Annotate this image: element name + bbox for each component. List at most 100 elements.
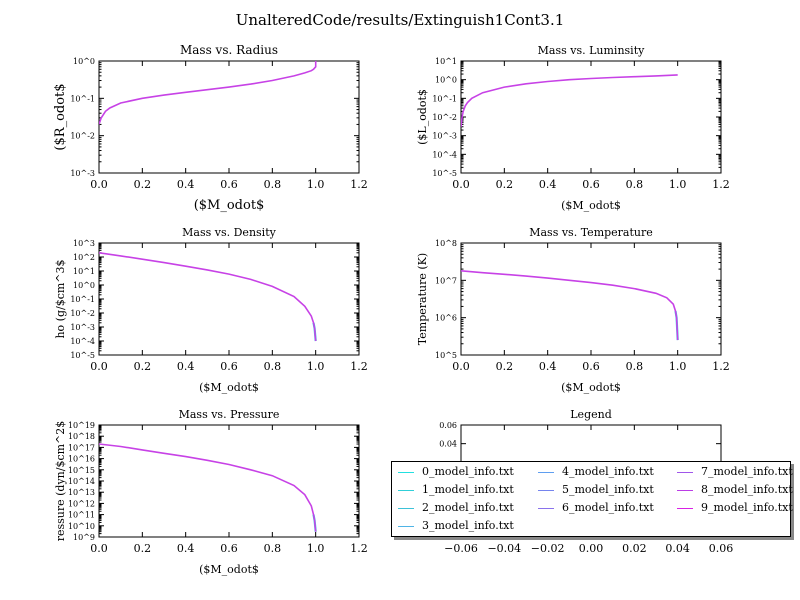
legend-label: 9_model_info.txt: [701, 501, 793, 514]
x-tick-label: 0.2: [134, 360, 152, 373]
y-tick-label: 10^0: [73, 57, 95, 66]
legend-swatch: [398, 525, 414, 527]
x-tick-label: 0.4: [177, 178, 195, 191]
subplot-title: Mass vs. Density: [182, 226, 276, 239]
x-tick-label: 0.04: [665, 542, 690, 555]
series-line: [99, 61, 317, 125]
y-tick-label: 10^-4: [70, 337, 95, 346]
legend-swatch: [398, 471, 414, 473]
legend: 0_model_info.txt 1_model_info.txt 2_mode…: [391, 461, 793, 537]
y-tick-label: 10^10: [68, 522, 95, 531]
x-tick-label: 0.2: [496, 178, 514, 191]
y-tick-label: 10^0: [435, 76, 457, 85]
y-tick-label: 10^-2: [432, 113, 457, 122]
x-tick-label: −0.02: [531, 542, 565, 555]
x-axis-label: ($M_odot$: [199, 381, 259, 394]
subplot-1: Mass vs. Radius 0.0 0.2 0.4 0.6 0.8 1.0 1.2 10^-…: [53, 43, 368, 213]
legend-swatch: [677, 489, 693, 491]
x-tick-label: 0.00: [579, 542, 604, 555]
series-line: [461, 270, 679, 341]
x-tick-label: 0.6: [220, 542, 238, 555]
legend-swatch: [538, 489, 554, 491]
legend-entry: 1_model_info.txt: [392, 481, 514, 499]
x-axis-label: ($M_odot$: [199, 563, 259, 576]
x-tick-label: 1.0: [307, 360, 325, 373]
subplot-title: Mass vs. Luminsity: [538, 44, 645, 57]
x-tick-label: 1.0: [307, 178, 325, 191]
y-tick-label: 10^15: [68, 466, 95, 475]
x-axis-label: ($M_odot$: [561, 199, 621, 212]
series-line: [461, 74, 678, 127]
y-tick-label: 10^16: [68, 455, 95, 464]
legend-swatch: [398, 489, 414, 491]
legend-entry: 3_model_info.txt: [392, 517, 514, 535]
legend-label: 4_model_info.txt: [562, 465, 654, 478]
x-tick-label: 1.0: [669, 360, 687, 373]
x-tick-label: 0.8: [264, 360, 282, 373]
legend-swatch: [538, 471, 554, 473]
legend-swatch: [538, 507, 554, 509]
legend-entry: 2_model_info.txt: [392, 499, 514, 517]
y-tick-label: 10^13: [68, 488, 95, 497]
y-tick-label: 0.04: [439, 440, 457, 449]
x-tick-label: 0.8: [264, 542, 282, 555]
y-tick-label: 10^6: [435, 314, 457, 323]
y-axis-label: Temperature (K): [416, 253, 429, 345]
legend-entry: 5_model_info.txt: [532, 481, 654, 499]
axes-frame: [98, 424, 360, 538]
legend-label: 3_model_info.txt: [422, 519, 514, 532]
x-tick-label: 0.6: [220, 360, 238, 373]
y-tick-label: 10^18: [68, 432, 95, 441]
subplot-title: Mass vs. Radius: [180, 43, 278, 57]
x-tick-label: 1.2: [350, 178, 368, 191]
legend-column-3: 7_model_info.txt 8_model_info.txt 9_mode…: [671, 463, 793, 517]
y-tick-label: 10^1: [435, 57, 457, 66]
y-tick-label: 10^-5: [432, 169, 457, 178]
x-axis-label: ($M_odot$: [561, 381, 621, 394]
legend-label: 6_model_info.txt: [562, 501, 654, 514]
y-tick-label: 10^-2: [70, 309, 95, 318]
y-tick-label: 10^-2: [70, 132, 95, 141]
y-tick-label: 10^1: [73, 267, 95, 276]
y-axis-label: ($L_odot$: [416, 89, 429, 145]
x-tick-label: 0.0: [90, 178, 108, 191]
y-tick-label: 10^-1: [70, 94, 95, 103]
y-tick-label: 10^11: [68, 511, 95, 520]
axes-frame: [460, 242, 722, 356]
legend-entry: 0_model_info.txt: [392, 463, 514, 481]
subplot-2: Mass vs. Luminsity 0.0 0.2 0.4 0.6 0.8 1.0 1.2 1…: [416, 44, 730, 212]
x-tick-label: 0.0: [452, 178, 470, 191]
axes-frame: [98, 60, 360, 174]
legend-label: 7_model_info.txt: [701, 465, 793, 478]
x-tick-label: 1.2: [350, 542, 368, 555]
x-tick-label: 0.4: [177, 360, 195, 373]
subplot-title: Legend: [570, 408, 612, 421]
legend-label: 1_model_info.txt: [422, 483, 514, 496]
x-tick-label: −0.04: [487, 542, 521, 555]
legend-label: 8_model_info.txt: [701, 483, 793, 496]
y-tick-label: 10^8: [435, 239, 457, 248]
y-tick-label: 10^-5: [70, 351, 95, 360]
x-tick-label: 0.8: [264, 178, 282, 191]
legend-swatch: [677, 507, 693, 509]
x-tick-label: 0.2: [496, 360, 514, 373]
y-axis-label: ($R_odot$: [53, 83, 68, 150]
x-tick-label: 0.6: [582, 360, 600, 373]
y-tick-label: 10^-3: [432, 132, 457, 141]
x-tick-label: 1.2: [350, 360, 368, 373]
series-line: [99, 443, 317, 532]
figure-title: UnalteredCode/results/Extinguish1Cont3.1: [236, 11, 565, 29]
x-tick-label: 0.06: [709, 542, 734, 555]
y-tick-label: 10^7: [435, 276, 457, 285]
x-tick-label: 0.8: [626, 178, 644, 191]
y-tick-label: 10^-3: [70, 323, 95, 332]
x-tick-label: 0.0: [90, 542, 108, 555]
legend-entry: 7_model_info.txt: [671, 463, 793, 481]
x-tick-label: 0.4: [539, 178, 557, 191]
subplot-grid: Mass vs. Radius 0.0 0.2 0.4 0.6 0.8 1.0 1.2 10^-…: [53, 43, 733, 576]
y-tick-label: 10^14: [68, 477, 95, 486]
x-tick-label: 1.2: [712, 360, 730, 373]
legend-label: 5_model_info.txt: [562, 483, 654, 496]
y-tick-label: 10^-1: [70, 295, 95, 304]
